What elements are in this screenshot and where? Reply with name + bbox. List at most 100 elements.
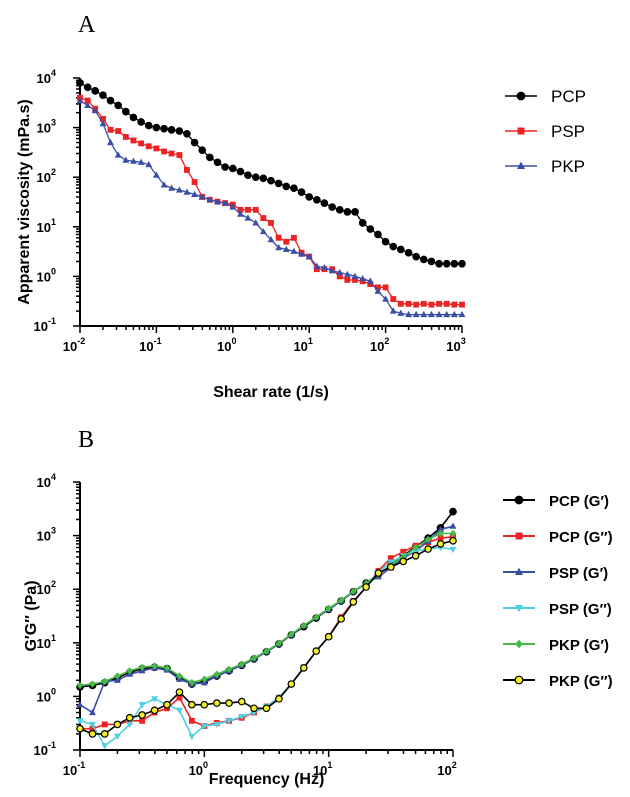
chart-a-series-pkp-point [160, 181, 168, 188]
chart-a-series-pcp-point [91, 87, 100, 95]
chart-a-legend-marker [517, 127, 525, 135]
chart-a-series-pcp-point [190, 138, 199, 147]
chart-b-series-pkp-g-point [449, 529, 457, 538]
chart-a-series-pcp-point [114, 101, 123, 110]
chart-b-series-pkp-g-point [138, 663, 146, 671]
chart-a-legend-marker [516, 91, 526, 101]
chart-b-y-tick-label: 10-1 [34, 740, 56, 758]
chart-b-series-pkp-g-point [424, 535, 432, 544]
chart-a-series-psp-point [436, 300, 442, 307]
chart-a-series-pkp-point [114, 151, 122, 158]
chart-a-series-psp-point [138, 140, 145, 147]
chart-b-series-pcp-g-point [89, 725, 96, 732]
chart-a-series-pcp-point [106, 96, 115, 105]
chart-b-legend-label: PKP (G′) [549, 637, 609, 654]
chart-a-series-pcp-point [183, 129, 191, 138]
chart-a-series-pkp-line [79, 100, 462, 316]
chart-a-legend-label: PCP [551, 87, 586, 106]
chart-b-series-psp-g-point [200, 723, 208, 730]
chart-b-series-psp-g [76, 544, 457, 750]
chart-a-series-pkp-point [450, 310, 458, 318]
chart-b-series-psp-g-point [188, 733, 196, 740]
chart-a-series-psp-point [390, 296, 397, 302]
chart-a-series-psp-line [79, 97, 462, 306]
chart-a-series-pcp-point [213, 158, 222, 167]
chart-a-series-pkp-point [328, 267, 336, 274]
chart-b-series-psp-g [76, 522, 457, 716]
chart-a-x-tick-label: 100 [217, 336, 236, 354]
chart-a-series-pkp-point [76, 96, 84, 104]
chart-a-y-tick-label: 102 [37, 167, 56, 185]
chart-a-series-pkp-point [183, 188, 191, 195]
chart-b-series-pkp-g-point [263, 647, 270, 655]
chart-a-series-psp-point [352, 276, 358, 283]
chart-b-series-pcp-g-line [79, 511, 454, 688]
chart-a-series-psp-point [375, 284, 381, 291]
chart-b-legend-label: PCP (G′) [549, 493, 609, 510]
chart-a-y-tick-label: 100 [37, 266, 56, 284]
chart-a-series-pcp-point [335, 205, 344, 214]
chart-b-legend-label: PCP (G″) [549, 529, 613, 546]
chart-a-series-pkp-point [175, 186, 183, 193]
chart-a-series-pkp-point [420, 310, 428, 318]
chart-a-series-pkp-point [152, 171, 160, 178]
chart-a-series-pcp-point [374, 230, 382, 239]
chart-a-series-psp-point [459, 301, 465, 308]
chart-b-series-psp-g-point [76, 701, 84, 708]
chart-a-series-pkp-point [359, 275, 367, 282]
chart-b-series-pkp-g-point [424, 545, 432, 553]
chart-a-series-psp-point [184, 167, 190, 173]
chart-a-legend-item: PSP [505, 122, 585, 141]
chart-b-series-pkp-g-point [288, 630, 295, 638]
chart-b-series-pcp-g-point [139, 717, 146, 724]
chart-b-legend-label: PKP (G″) [549, 673, 613, 690]
panel-b-letter: B [78, 427, 94, 453]
chart-a-series-pkp [76, 96, 466, 318]
chart-a-series-pcp-point [442, 259, 451, 268]
chart-a-series-pcp-point [76, 78, 84, 87]
chart-b-series-pkp-g-point [386, 563, 395, 571]
chart-a-series-pkp-point [122, 156, 130, 163]
chart-a-series-pkp-point [374, 287, 382, 294]
chart-a-series-pkp-point [351, 272, 359, 279]
chart-b-series-pcp-g-point [400, 548, 407, 555]
chart-a-series-pkp-point [427, 310, 435, 318]
chart-b-series-pkp-g-point [449, 536, 457, 545]
chart-a-series-pkp-point [252, 219, 260, 226]
chart-a-series-pcp-point [450, 259, 459, 268]
chart-a-series-pcp-point [381, 237, 390, 246]
chart-b-series-pkp-g-point [362, 583, 370, 591]
chart-a-x-tick-label: 10-2 [63, 336, 85, 354]
chart-b-series-psp-g-point [89, 721, 96, 729]
chart-a-series-pkp-point [214, 198, 221, 205]
chart-b-series-pkp-g-line [79, 532, 453, 687]
chart-b-series-pkp-g-point [151, 662, 158, 670]
chart-a-series-pcp-point [290, 184, 298, 193]
chart-a-series-pkp-point [244, 214, 252, 221]
chart-a-series-pcp-point [396, 245, 405, 254]
chart-a-series-pcp-point [328, 203, 337, 211]
chart-b-series-pcp-g-line [80, 536, 454, 730]
chart-b-series-pkp-g-point [76, 681, 84, 690]
chart-b-series-pkp-g-point [411, 551, 420, 560]
chart-b-series-pkp-g-point [312, 647, 321, 655]
chart-b-legend-label: PSP (G″) [549, 601, 612, 618]
chart-b-series-pkp-g-point [287, 680, 296, 688]
chart-b-series-pcp-g-point [101, 721, 108, 728]
chart-a-series-pcp-point [412, 252, 420, 261]
chart-b-series-pkp-g-point [225, 665, 233, 673]
chart-b-series-pkp-g-point [436, 540, 445, 548]
chart-b-series-pkp-g-point [324, 632, 333, 641]
chart-a-series-pcp-point [221, 163, 229, 171]
chart-a-series-pkp-point [198, 193, 206, 200]
chart-a-series-pcp-point [122, 107, 130, 116]
chart-b-series-pkp-g-point [312, 613, 320, 621]
chart-b-series-pkp-g-point [337, 596, 345, 604]
chart-a-series-pcp-point [137, 118, 145, 126]
chart-b-series-psp-g-point [176, 707, 183, 714]
chart-b-series-pkp-g-point [200, 700, 209, 709]
chart-a-series-psp-point [413, 301, 420, 308]
chart-a-series-pkp-point [382, 295, 390, 302]
chart-a-series-psp-point [367, 281, 374, 288]
chart-a-series-pcp [76, 78, 466, 268]
